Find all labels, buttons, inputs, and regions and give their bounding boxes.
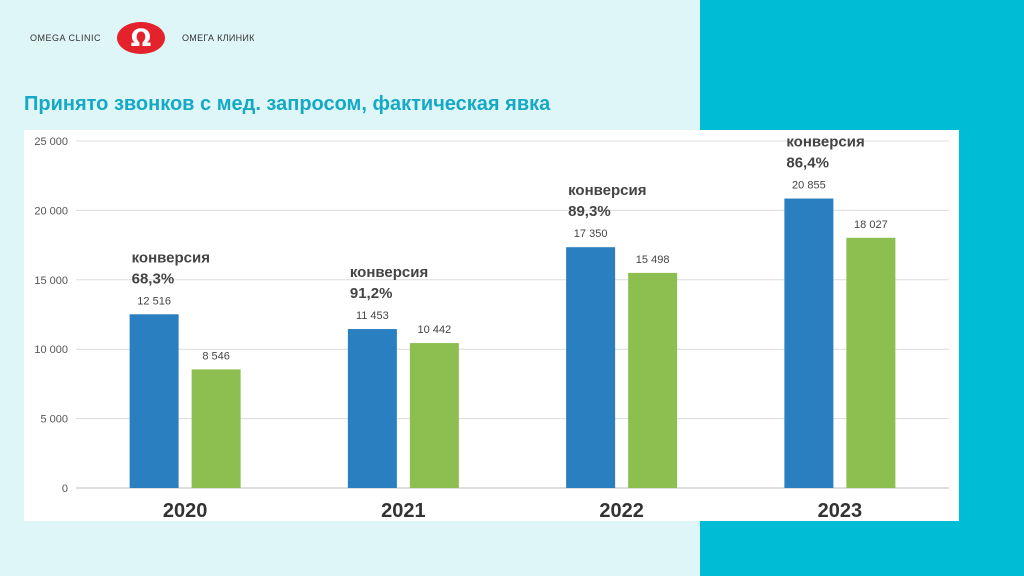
data-label: 10 442 [418,324,452,336]
conversion-value: 91,2% [350,285,393,302]
conversion-label: конверсия [786,134,864,151]
y-tick-label: 0 [62,483,68,495]
bar-2022-series-2 [628,272,678,488]
bar-2023-series-2 [846,237,896,488]
conversion-label: конверсия [132,249,210,266]
conversion-label: конверсия [568,182,646,199]
conversion-value: 68,3% [132,270,175,287]
y-tick-label: 20 000 [34,205,68,217]
brand-name-ru: ОМЕГА КЛИНИК [182,33,255,43]
x-category-label: 2020 [163,500,208,521]
data-label: 11 453 [356,310,389,322]
bar-2021-series-1 [347,329,397,488]
data-label: 18 027 [854,219,888,231]
brand-name-en: OMEGA CLINIC [30,33,102,43]
data-label: 20 855 [792,180,826,192]
chart-panel: 0 5 000 10 000 15 000 20 000 25 000 12 516 8 54… [24,130,959,521]
x-category-label: 2022 [599,500,644,521]
omega-logo-icon: Ω [117,22,165,54]
bar-2022-series-1 [566,247,616,488]
bar-2020-series-2 [191,369,241,488]
x-category-label: 2021 [381,500,426,521]
y-tick-label: 10 000 [34,344,68,356]
bar-2020-series-1 [129,314,179,488]
data-label: 17 350 [574,228,608,240]
conversion-label: конверсия [350,264,428,281]
header: OMEGA CLINIC Ω ОМЕГА КЛИНИК [0,0,700,80]
y-tick-label: 25 000 [34,136,68,148]
bar-2023-series-1 [784,198,834,488]
bar-chart: 0 5 000 10 000 15 000 20 000 25 000 12 516 8 54… [34,134,949,521]
bar-2021-series-2 [409,343,459,488]
y-tick-label: 5 000 [40,414,68,426]
y-tick-label: 15 000 [34,275,68,287]
x-category-label: 2023 [818,500,863,521]
page-title: Принято звонков с мед. запросом, фактиче… [24,93,551,115]
conversion-value: 86,4% [786,155,829,172]
data-label: 8 546 [202,350,230,362]
svg-text:Ω: Ω [131,24,151,52]
data-label: 15 498 [636,254,670,266]
conversion-value: 89,3% [568,203,611,220]
data-label: 12 516 [137,295,171,307]
